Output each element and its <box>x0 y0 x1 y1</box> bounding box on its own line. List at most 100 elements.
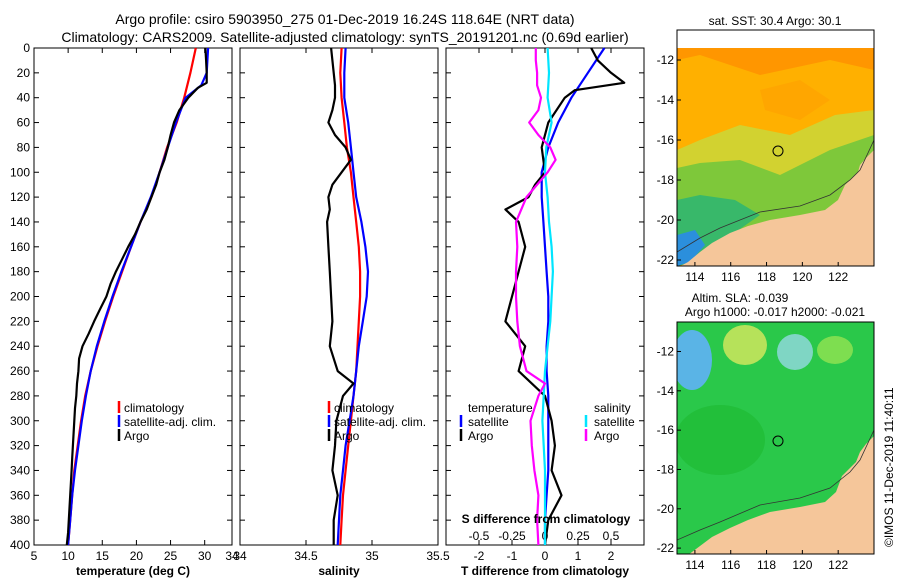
y-tick-label: 220 <box>10 314 30 328</box>
legend-label-satellite: satellite-adj. clim. <box>124 415 216 429</box>
salinity-xlabel: salinity <box>318 564 360 578</box>
map-x-tick-label: 114 <box>685 270 704 284</box>
x-tick-label: 30 <box>198 549 212 563</box>
map-x-tick-label: 122 <box>828 558 848 572</box>
sla-low-west <box>677 330 712 390</box>
sla-mid <box>677 405 765 475</box>
s-x-tick-label: -0.5 <box>469 529 490 543</box>
series-t-argo <box>504 47 626 546</box>
salinity-panel <box>239 47 439 546</box>
sst-warm-patch <box>760 80 830 120</box>
map-y-tick-label: -22 <box>657 541 675 555</box>
map-x-tick-label: 118 <box>757 558 776 572</box>
sla-map-subtitle: Argo h1000: -0.017 h2000: -0.021 <box>685 305 865 319</box>
s-x-tick-label: -0.25 <box>498 529 526 543</box>
sla-map <box>677 322 874 554</box>
sst-map <box>677 48 874 266</box>
series-climatology <box>339 47 362 546</box>
difference-axes: -2 -1 0 1 2-0.5 -0.25 0 0.25 0.5 <box>446 47 644 563</box>
legend-title-salinity: salinity <box>594 401 631 415</box>
map-y-tick-label: -18 <box>657 462 675 476</box>
sst-isobath <box>677 139 874 253</box>
sla-isobath <box>677 429 874 541</box>
y-tick-label: 260 <box>10 364 30 378</box>
sst-warm-north <box>677 48 874 75</box>
map-x-tick-label: 114 <box>685 558 704 572</box>
sla-map-title: Altim. SLA: -0.039 <box>692 291 789 305</box>
y-tick-label: 380 <box>10 513 30 527</box>
x-tick-label: 2 <box>608 549 615 563</box>
legend-label-t-satellite: satellite <box>468 415 509 429</box>
sla-high-north <box>723 325 767 365</box>
sst-land <box>680 150 874 266</box>
x-tick-label: 20 <box>130 549 144 563</box>
map-x-tick-label: 120 <box>792 270 812 284</box>
map-y-tick-label: -22 <box>657 253 675 267</box>
x-tick-label: 15 <box>96 549 110 563</box>
y-tick-label: 360 <box>10 488 30 502</box>
series-s-argo <box>514 48 557 546</box>
series-argo <box>65 47 208 546</box>
map-x-tick-label: 116 <box>721 270 740 284</box>
sst-argo-marker <box>772 145 784 157</box>
map-y-tick-label: -16 <box>657 423 675 437</box>
x-tick-label: -1 <box>507 549 518 563</box>
sla-land <box>689 436 874 554</box>
watermark: ©IMOS 11-Dec-2019 11:40:11 <box>882 387 896 547</box>
legend-label-argo: Argo <box>124 429 150 443</box>
sst-map-frame <box>676 29 875 267</box>
y-tick-label: 140 <box>10 215 30 229</box>
title-line-2: Climatology: CARS2009. Satellite-adjuste… <box>61 29 628 45</box>
x-tick-label: 35.5 <box>426 549 450 563</box>
map-y-tick-label: -20 <box>657 213 675 227</box>
map-y-tick-label: -18 <box>657 173 675 187</box>
series-t-satellite <box>540 47 606 545</box>
y-tick-label: 20 <box>17 66 31 80</box>
map-y-tick-label: -12 <box>657 344 675 358</box>
temperature-panel <box>33 47 233 546</box>
map-y-tick-label: -14 <box>657 384 675 398</box>
salinity-legend: climatology satellite-adj. clim. Argo <box>327 401 426 443</box>
map-y-tick-label: -16 <box>657 133 675 147</box>
y-tick-label: 340 <box>10 463 30 477</box>
y-tick-label: 320 <box>10 439 30 453</box>
sla-map-frame <box>676 321 875 555</box>
sla-high-east <box>817 336 853 364</box>
legend-label-sal-argo: Argo <box>334 429 360 443</box>
s-x-tick-label: 0.5 <box>603 529 620 543</box>
y-tick-label: 40 <box>17 91 31 105</box>
y-tick-label: 0 <box>23 41 30 55</box>
sst-map-axes: 114 116 118 120 122 -12 -14 -16 -18 -20 -22 <box>657 53 849 284</box>
x-tick-label: 34 <box>225 549 239 563</box>
sst-map-title: sat. SST: 30.4 Argo: 30.1 <box>709 14 842 28</box>
temperature-legend: climatology satellite-adj. clim. Argo <box>117 401 216 443</box>
series-satellite-adj-clim- <box>67 47 210 546</box>
sla-low-center <box>777 334 813 370</box>
map-x-tick-label: 122 <box>828 270 848 284</box>
legend-title-temperature: temperature <box>468 401 533 415</box>
map-y-tick-label: -14 <box>657 93 675 107</box>
y-tick-label: 120 <box>10 190 30 204</box>
legend-label-sal-satellite: satellite-adj. clim. <box>334 415 426 429</box>
x-tick-label: 35 <box>365 549 379 563</box>
y-tick-label: 100 <box>10 165 30 179</box>
temperature-series <box>65 47 210 546</box>
x-tick-label: 10 <box>61 549 75 563</box>
sla-map-axes: 114 116 118 120 122 -12 -14 -16 -18 -20 -22 <box>657 344 849 572</box>
title-line-1: Argo profile: csiro 5903950_275 01-Dec-2… <box>115 11 574 27</box>
difference-xlabel: T difference from climatology <box>461 564 629 578</box>
x-tick-label: -2 <box>474 549 485 563</box>
legend-label-s-satellite: satellite <box>594 415 635 429</box>
s-difference-label: S difference from climatology <box>462 512 631 526</box>
x-tick-label: 5 <box>31 549 38 563</box>
map-x-tick-label: 116 <box>721 558 740 572</box>
sla-argo-marker <box>772 435 784 447</box>
difference-series <box>504 47 626 546</box>
y-tick-label: 180 <box>10 265 30 279</box>
y-tick-label: 280 <box>10 389 30 403</box>
legend-label-t-argo: Argo <box>468 429 494 443</box>
legend-label-sal-climatology: climatology <box>334 401 394 415</box>
temperature-xlabel: temperature (deg C) <box>76 564 190 578</box>
map-x-tick-label: 120 <box>792 558 812 572</box>
difference-legend: temperature satellite Argo salinity sate… <box>459 401 635 443</box>
